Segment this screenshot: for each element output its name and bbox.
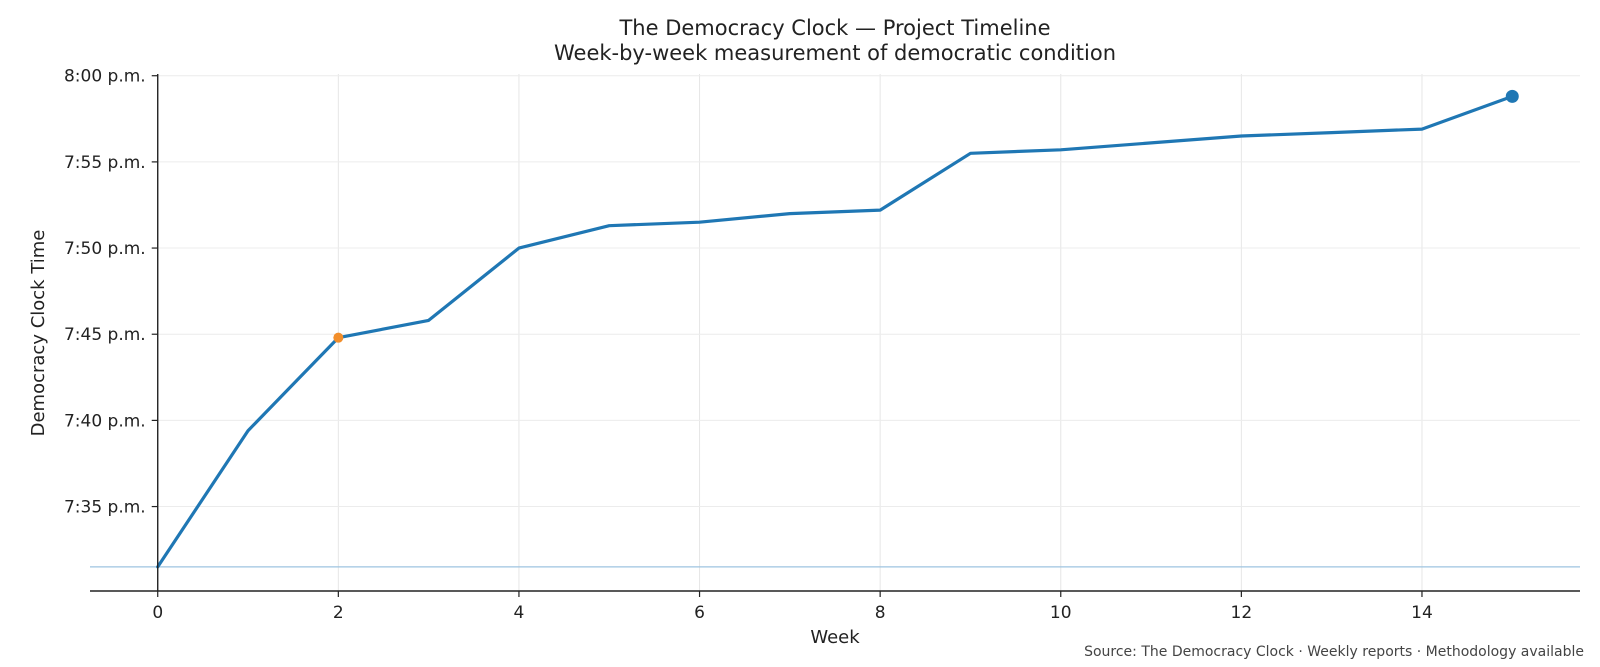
axes (90, 74, 1580, 597)
chart-title: The Democracy Clock — Project Timeline (619, 16, 1051, 40)
x-tick-label: 12 (1231, 603, 1253, 623)
latest-point-marker (1505, 89, 1519, 103)
x-tick-label: 6 (694, 603, 705, 623)
series-line (156, 94, 1514, 569)
y-tick-label: 7:40 p.m. (64, 411, 146, 431)
x-tick-label: 8 (875, 603, 886, 623)
y-tick-label: 7:45 p.m. (64, 325, 146, 345)
x-axis-label: Week (810, 627, 860, 648)
tick-labels: 0 2 4 6 8 10 12 14 7:35 p.m. 7:40 p.m. 7:45 p.m. 7:… (64, 67, 1433, 623)
y-tick-label: 7:35 p.m. (64, 498, 146, 518)
y-tick-label: 7:50 p.m. (64, 239, 146, 259)
series-group (156, 89, 1519, 569)
chart-subtitle: Week-by-week measurement of democratic c… (553, 41, 1117, 65)
source-note: Source: The Democracy Clock · Weekly rep… (1084, 644, 1584, 660)
x-tick-label: 2 (333, 603, 344, 623)
x-tick-label: 14 (1411, 603, 1433, 623)
y-tick-label: 8:00 p.m. (64, 67, 146, 87)
x-tick-label: 0 (152, 603, 163, 623)
highlight-point-marker (333, 332, 344, 343)
x-tick-label: 10 (1050, 603, 1072, 623)
y-tick-label: 7:55 p.m. (64, 153, 146, 173)
gridlines (157, 74, 1580, 591)
x-tick-label: 4 (514, 603, 525, 623)
y-axis-label: Democracy Clock Time (28, 230, 49, 437)
